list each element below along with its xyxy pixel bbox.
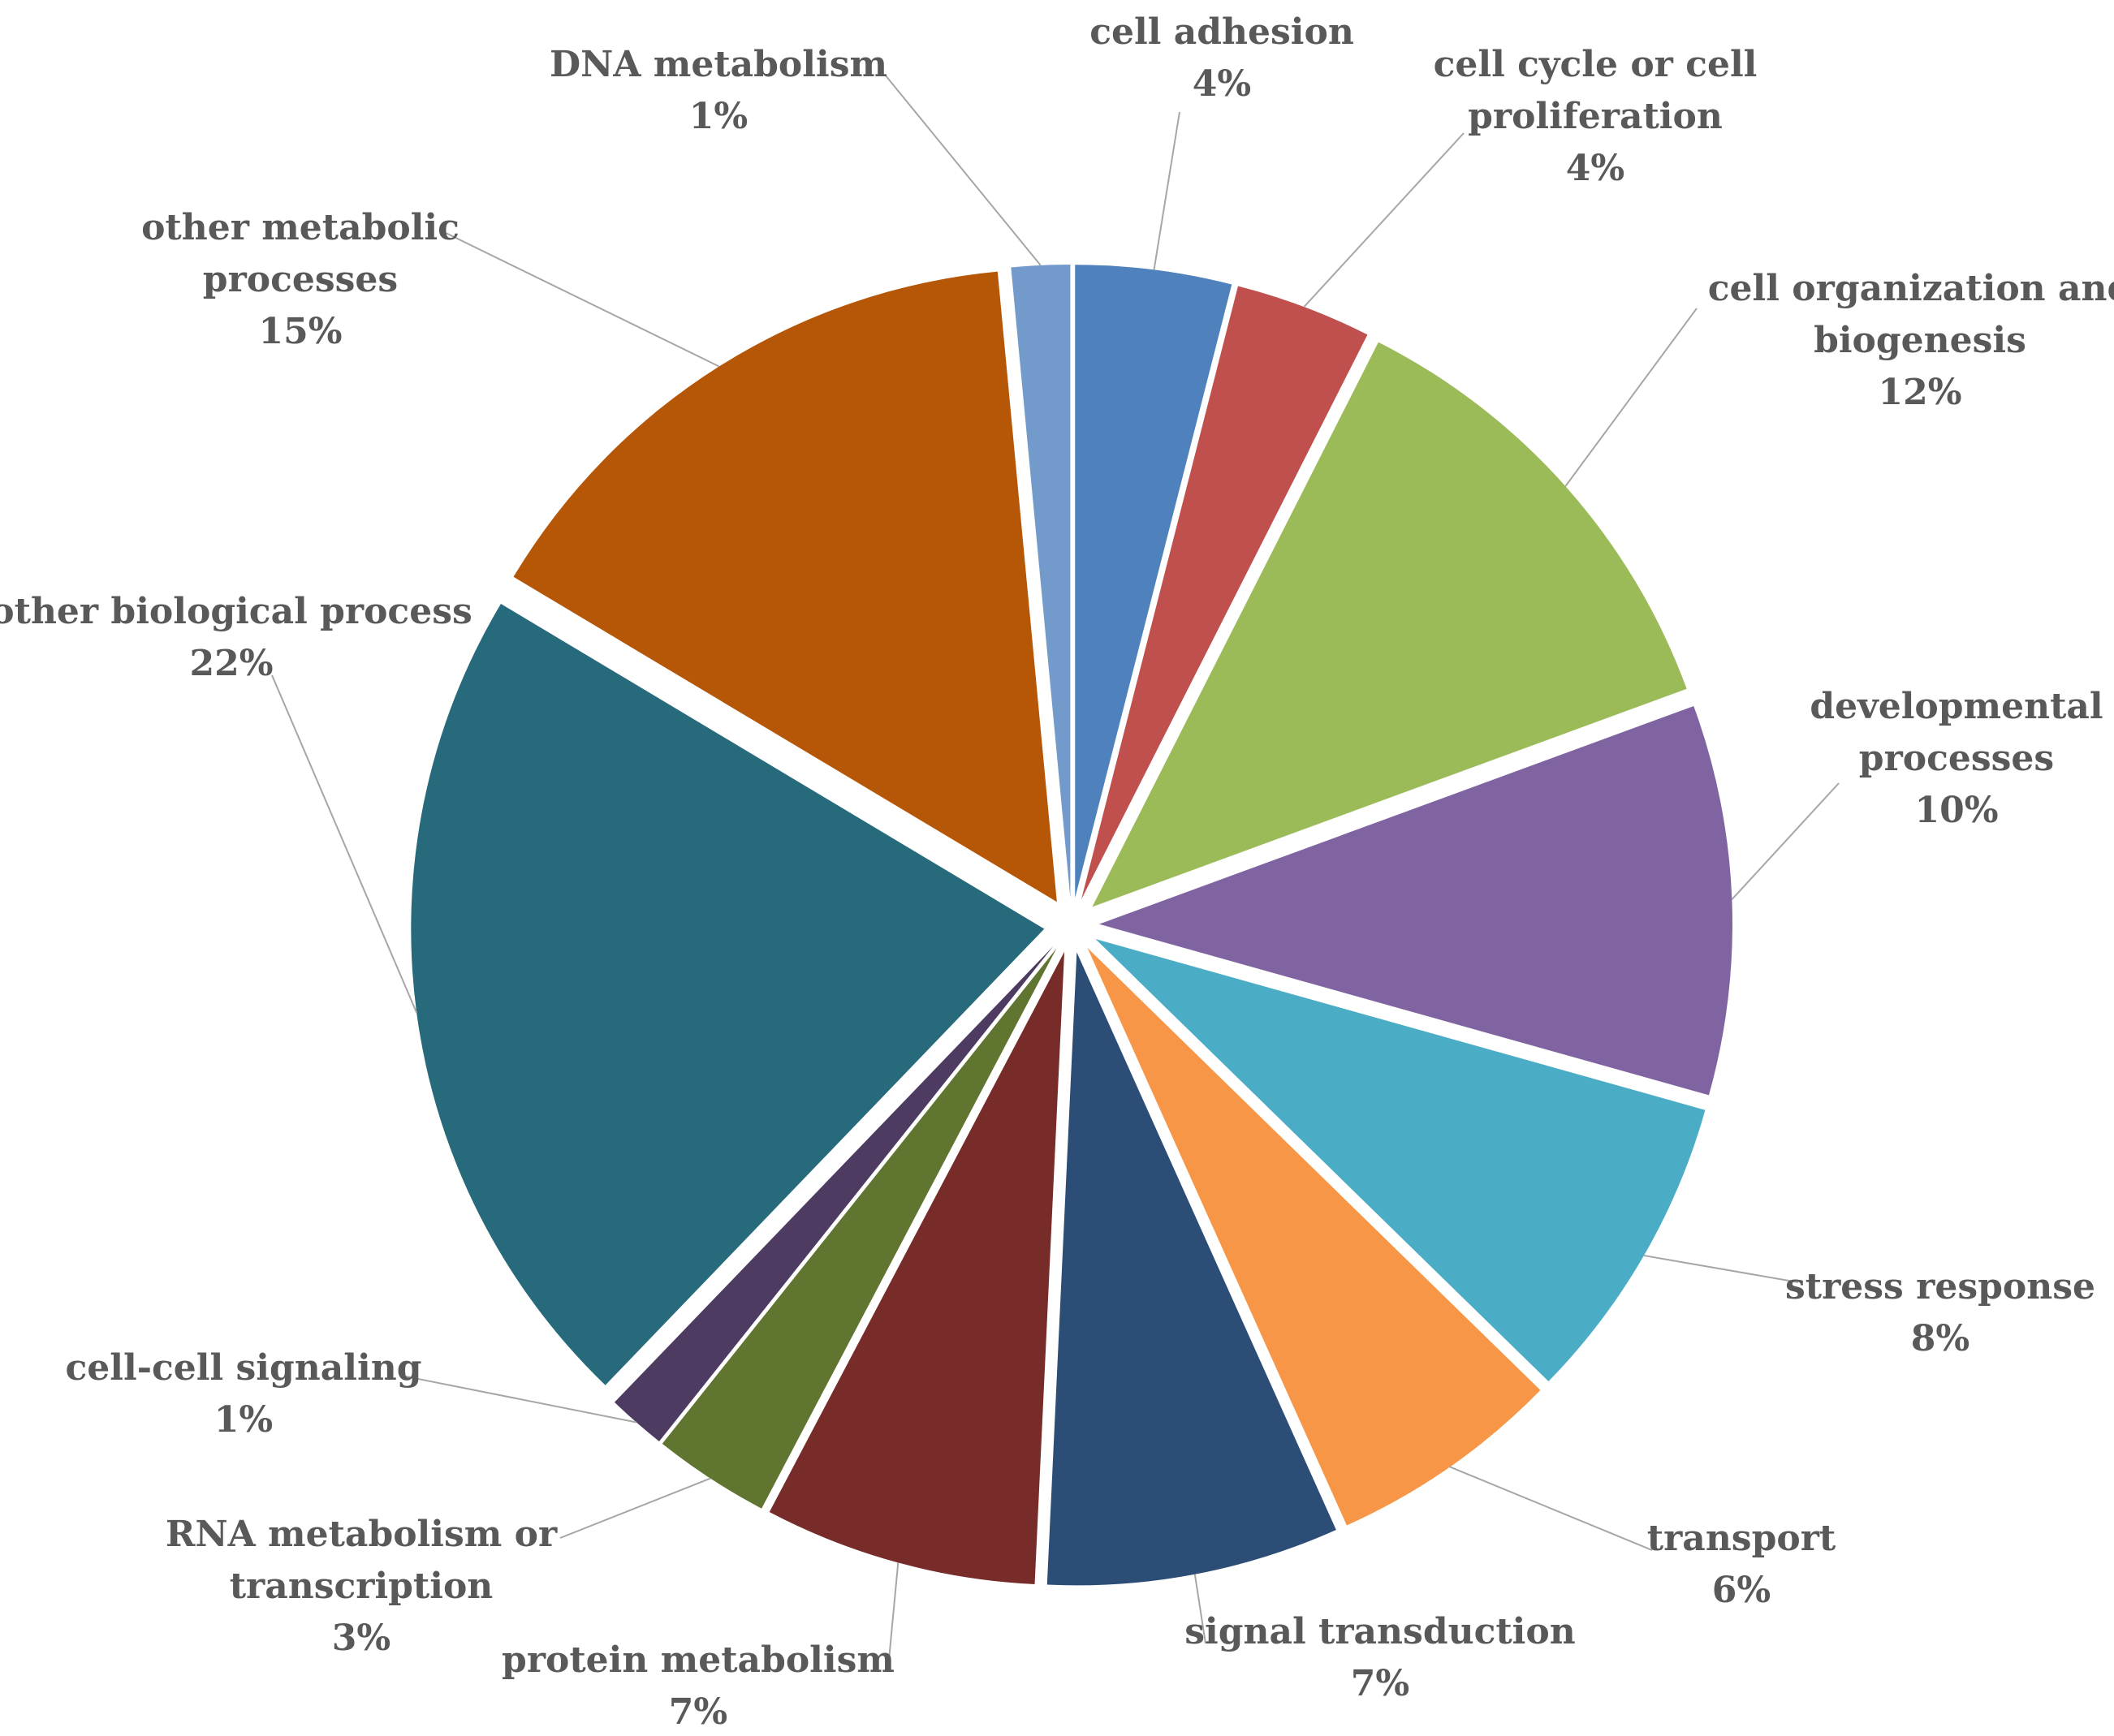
label-transport: transport 6%: [1647, 1518, 1836, 1611]
leader-line-other-metabolic-processes: [442, 230, 720, 368]
label-value: 6%: [1712, 1570, 1771, 1611]
label-value: 1%: [214, 1399, 273, 1441]
label-name-line: processes: [1859, 738, 2054, 779]
label-signal-transduction: signal transduction 7%: [1184, 1611, 1576, 1704]
label-value: 8%: [1911, 1318, 1969, 1359]
slice-protein-metabolism: [769, 951, 1065, 1584]
slice-developmental-processes: [1098, 705, 1732, 1096]
label-other-biological-process: other biological process 22%: [0, 591, 472, 684]
leader-line-cell-cell-signaling: [401, 1375, 637, 1424]
label-value: 10%: [1914, 790, 1998, 831]
label-name-line: other metabolic: [141, 207, 459, 248]
leader-lines: [271, 74, 1840, 1661]
leader-line-cell-organization-and-biogenesis: [1564, 308, 1698, 487]
label-name-line: cell-cell signaling: [66, 1347, 422, 1389]
label-name-line: signal transduction: [1184, 1611, 1576, 1652]
slice-signal-transduction: [1046, 952, 1336, 1586]
label-value: 7%: [669, 1691, 727, 1733]
label-protein-metabolism: protein metabolism 7%: [502, 1639, 895, 1733]
leader-line-rna-metabolism-or-transcription: [559, 1477, 711, 1539]
slice-other-metabolic-processes: [513, 271, 1057, 902]
leader-line-developmental-processes: [1731, 782, 1840, 900]
slice-dna-metabolism: [1011, 265, 1071, 898]
slice-cell-organization-and-biogenesis: [1092, 342, 1687, 907]
label-value: 22%: [189, 643, 273, 684]
label-other-metabolic-processes: other metabolic processes 15%: [141, 207, 459, 352]
slice-cell-cycle-or-cell-proliferation: [1081, 286, 1368, 900]
pie-slices: [411, 265, 1732, 1586]
label-value: 15%: [258, 311, 342, 352]
label-dna-metabolism: DNA metabolism 1%: [550, 44, 887, 137]
slice-stress-response: [1095, 939, 1706, 1382]
label-name-line: stress response: [1785, 1266, 2095, 1307]
slice-cell-cell-signaling: [614, 946, 1054, 1441]
label-value: 12%: [1878, 372, 1961, 413]
label-name-line: transcription: [230, 1566, 494, 1607]
leader-line-other-biological-process: [271, 674, 418, 1014]
label-value: 4%: [1566, 148, 1624, 189]
label-cell-cell-signaling: cell-cell signaling 1%: [66, 1347, 422, 1441]
slice-other-biological-process: [411, 603, 1045, 1385]
label-name-line: protein metabolism: [502, 1639, 895, 1681]
slice-labels: cell adhesion 4% cell cycle or cell prolife…: [0, 11, 2114, 1733]
label-name-line: proliferation: [1468, 96, 1723, 137]
leader-line-stress-response: [1643, 1255, 1799, 1283]
label-name-line: biogenesis: [1814, 320, 2026, 361]
label-name-line: cell adhesion: [1089, 11, 1354, 53]
leader-line-dna-metabolism: [884, 74, 1042, 266]
label-value: 7%: [1351, 1663, 1409, 1704]
label-cell-cycle-or-cell-proliferation: cell cycle or cell proliferation 4%: [1434, 44, 1758, 189]
slice-transport: [1087, 947, 1541, 1526]
label-name-line: processes: [203, 259, 398, 300]
label-cell-organization-and-biogenesis: cell organization and biogenesis 12%: [1708, 268, 2114, 413]
label-value: 3%: [332, 1618, 390, 1659]
label-name-line: developmental: [1810, 686, 2103, 727]
leader-line-signal-transduction: [1193, 1574, 1206, 1644]
label-stress-response: stress response 8%: [1785, 1266, 2095, 1359]
label-value: 4%: [1193, 63, 1251, 105]
label-cell-adhesion: cell adhesion 4%: [1089, 11, 1354, 105]
label-value: 1%: [689, 96, 748, 137]
label-rna-metabolism-or-transcription: RNA metabolism or transcription 3%: [166, 1514, 558, 1659]
leader-line-protein-metabolism: [888, 1562, 900, 1661]
slice-rna-metabolism-or-transcription: [662, 948, 1057, 1509]
label-name-line: cell organization and: [1708, 268, 2114, 309]
leader-line-cell-cycle-or-cell-proliferation: [1303, 132, 1465, 308]
label-name-line: DNA metabolism: [550, 44, 887, 85]
label-developmental-processes: developmental processes 10%: [1810, 686, 2103, 831]
leader-line-cell-adhesion: [1153, 111, 1180, 270]
label-name-line: transport: [1647, 1518, 1836, 1559]
slice-cell-adhesion: [1075, 265, 1232, 898]
leader-line-transport: [1449, 1466, 1653, 1551]
label-name-line: cell cycle or cell: [1434, 44, 1758, 85]
label-name-line: RNA metabolism or: [166, 1514, 558, 1555]
label-name-line: other biological process: [0, 591, 472, 632]
